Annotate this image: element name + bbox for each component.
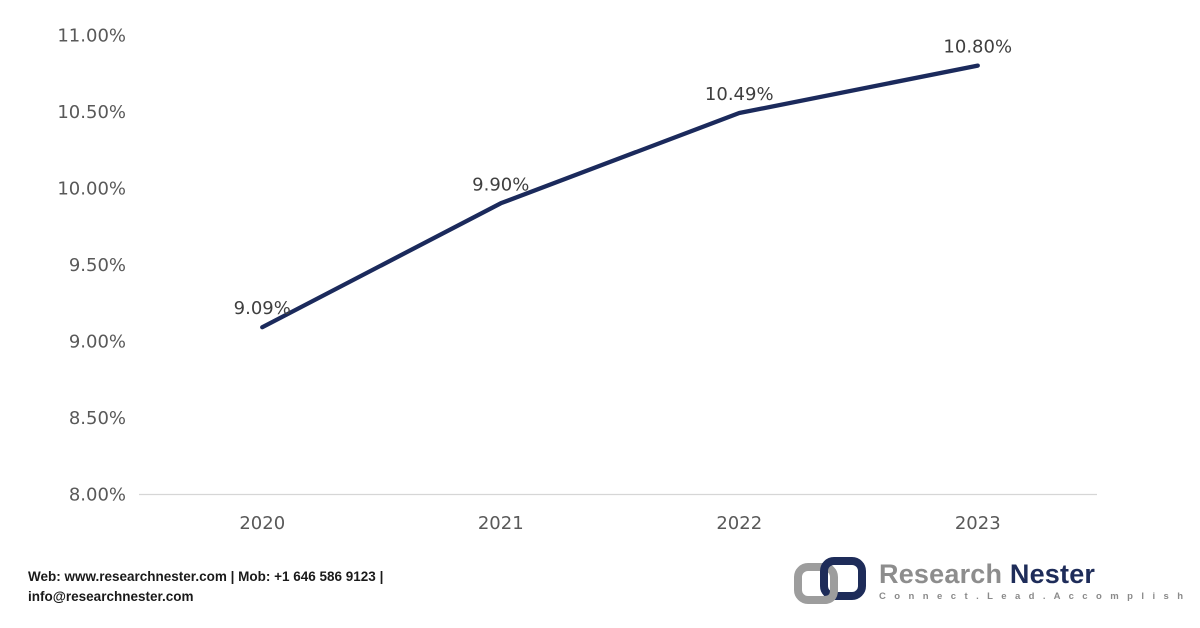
brand-name: Research Nester (879, 560, 1186, 588)
x-tick-label: 2021 (478, 513, 524, 534)
y-tick-label: 11.00% (57, 26, 126, 47)
x-tick-label: 2020 (239, 513, 285, 534)
x-tick-label: 2022 (716, 513, 762, 534)
y-tick-label: 9.50% (69, 255, 126, 276)
y-tick-label: 8.50% (69, 408, 126, 429)
data-series-line (260, 63, 980, 330)
contact-line-1: Web: www.researchnester.com | Mob: +1 64… (28, 569, 384, 584)
x-tick-label: 2023 (955, 513, 1001, 534)
brand-research: Research (879, 558, 1003, 589)
contact-line-2: info@researchnester.com (28, 588, 194, 604)
data-point-label: 9.09% (234, 298, 291, 319)
data-point-label: 10.80% (943, 37, 1012, 58)
chain-links-icon (794, 557, 866, 604)
y-tick-label: 10.50% (57, 102, 126, 123)
contact-info: Web: www.researchnester.com | Mob: +1 64… (28, 567, 383, 606)
brand-nester: Nester (1009, 558, 1096, 589)
data-point-label: 10.49% (705, 84, 774, 105)
y-tick-label: 10.00% (57, 179, 126, 200)
y-tick-label: 9.00% (69, 332, 126, 353)
y-tick-label: 8.00% (69, 485, 126, 506)
line-chart: 11.00% 10.50% 10.00% 9.50% 9.00% 8.50% 8.00% 20… (57, 26, 1097, 534)
logo-text: Research Nester C o n n e c t . L e a d … (879, 560, 1186, 603)
research-nester-logo: Research Nester C o n n e c t . L e a d … (790, 556, 1186, 606)
data-point-label: 9.90% (472, 174, 529, 195)
brand-tagline: C o n n e c t . L e a d . A c c o m p l … (879, 591, 1186, 603)
